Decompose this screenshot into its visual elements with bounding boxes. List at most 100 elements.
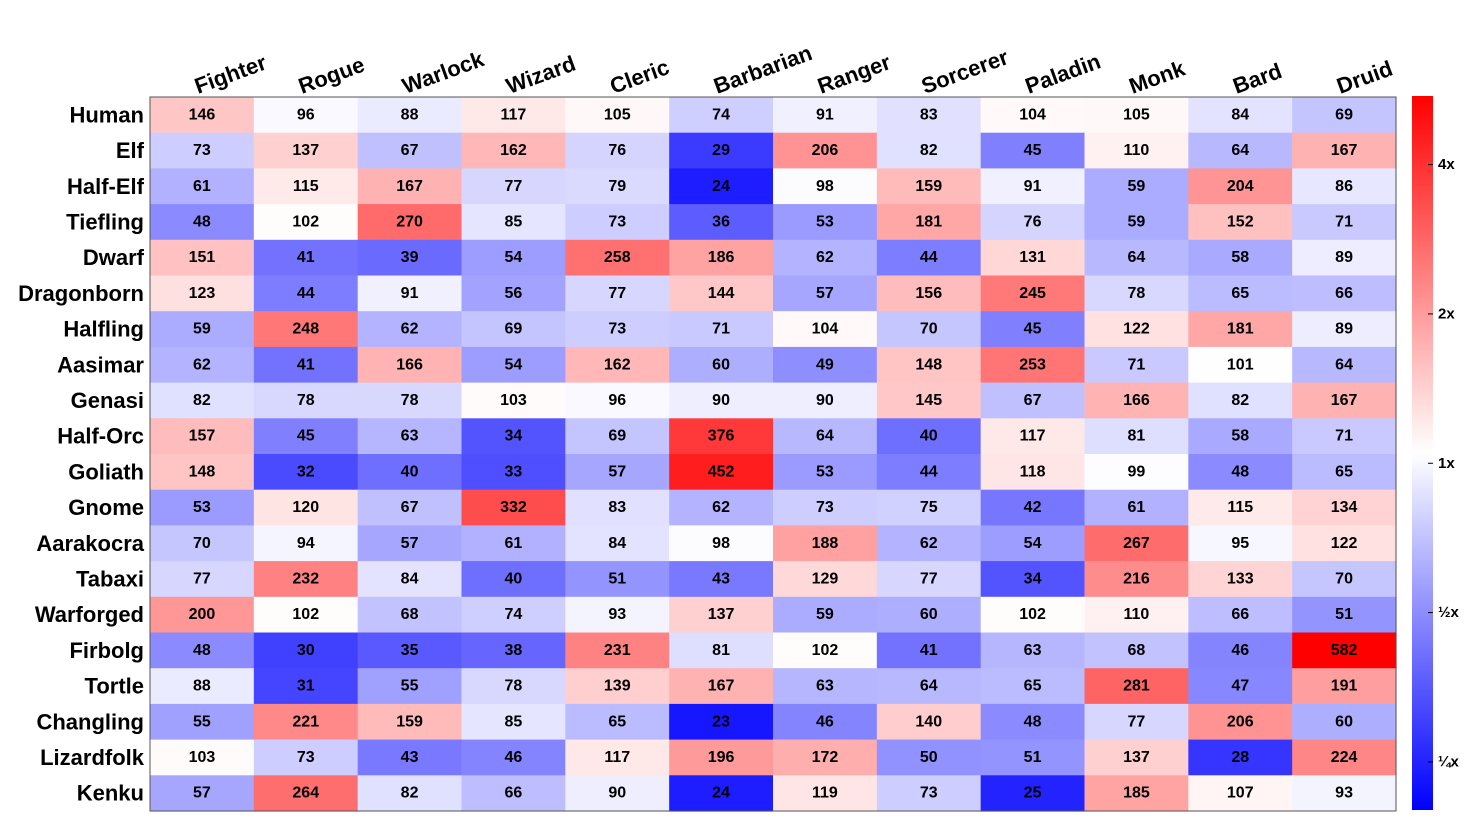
cell-value-label: 60 — [1335, 713, 1353, 730]
cell-value-label: 58 — [1231, 249, 1249, 266]
heatmap-cell — [1292, 668, 1397, 705]
heatmap-cell — [150, 239, 255, 277]
cell-value-label: 115 — [293, 178, 319, 195]
cell-value-label: 93 — [1335, 785, 1353, 802]
heatmap-cell — [669, 204, 774, 241]
cell-value-label: 133 — [1227, 570, 1254, 587]
heatmap-cell — [1292, 489, 1397, 526]
heatmap-cell — [1292, 275, 1397, 312]
heatmap-cell — [876, 632, 982, 669]
column-labels: Fighter Rogue Warlock Wizard Cleric Barbarian… — [191, 40, 1396, 99]
cell-value-label: 62 — [920, 535, 938, 552]
cell-value-label: 48 — [1024, 713, 1042, 730]
cell-value-label: 82 — [401, 785, 419, 802]
heatmap-cell — [357, 204, 463, 241]
heatmap-cell — [253, 739, 359, 776]
heatmap-cell — [1292, 382, 1397, 419]
cell-value-label: 166 — [396, 356, 423, 373]
cell-value-label: 91 — [1024, 178, 1042, 195]
heatmap-cell — [253, 132, 359, 169]
row-label: Aarakocra — [36, 531, 144, 556]
heatmap-cell — [565, 525, 670, 562]
cell-value-label: 68 — [1128, 642, 1146, 659]
heatmap-cell — [357, 382, 463, 419]
cell-value-label: 59 — [1128, 178, 1146, 195]
cell-value-label: 102 — [292, 213, 319, 230]
cell-value-label: 73 — [816, 499, 834, 516]
cell-value-label: 36 — [712, 213, 730, 230]
cell-value-label: 185 — [1123, 785, 1150, 802]
heatmap-cell — [669, 668, 774, 705]
row-label: Warforged — [35, 602, 144, 627]
heatmap-cell — [980, 97, 1086, 134]
cell-value-label: 88 — [401, 106, 419, 123]
cell-value-label: 216 — [1123, 570, 1150, 587]
cell-value-label: 122 — [1123, 321, 1150, 338]
cell-value-label: 70 — [1335, 570, 1353, 587]
heatmap-cell — [980, 239, 1086, 277]
cell-value-label: 62 — [816, 249, 834, 266]
heatmap-cell — [876, 97, 982, 134]
cell-value-label: 68 — [401, 606, 419, 623]
row-label: Half-Orc — [57, 424, 144, 449]
cell-value-label: 74 — [712, 106, 730, 123]
heatmap-cell — [876, 346, 982, 384]
cell-value-label: 55 — [401, 678, 419, 695]
cell-value-label: 60 — [712, 356, 730, 373]
cell-value-label: 258 — [604, 249, 631, 266]
heatmap-cell — [1292, 239, 1397, 277]
cell-value-label: 221 — [292, 713, 319, 730]
cell-value-label: 49 — [816, 356, 834, 373]
heatmap-cell — [253, 561, 359, 598]
heatmap-cell — [980, 418, 1086, 455]
heatmap-cell — [669, 418, 774, 455]
heatmap-cell — [1084, 454, 1189, 491]
cell-value-label: 157 — [189, 428, 216, 445]
heatmap-cell — [773, 204, 878, 241]
heatmap-cell — [565, 168, 670, 205]
cell-value-label: 117 — [604, 749, 630, 766]
cell-value-label: 140 — [915, 713, 942, 730]
row-label: Elf — [116, 138, 145, 163]
cell-value-label: 96 — [297, 106, 315, 123]
cell-value-label: 67 — [401, 499, 419, 516]
cell-value-label: 74 — [505, 606, 523, 623]
heatmap-cell — [773, 168, 878, 205]
heatmap-cell — [357, 454, 463, 491]
heatmap-cell — [1188, 382, 1293, 419]
cell-value-label: 29 — [712, 142, 730, 159]
heatmap-cell — [1292, 132, 1397, 169]
cell-value-label: 86 — [1335, 178, 1353, 195]
heatmap-cell — [253, 346, 359, 384]
cell-value-label: 46 — [1231, 642, 1249, 659]
cell-value-label: 99 — [1128, 463, 1146, 480]
colorbar-tick-label: ¼x — [1438, 753, 1460, 770]
cell-value-label: 376 — [708, 428, 735, 445]
cell-value-label: 88 — [193, 678, 211, 695]
heatmap-cell — [980, 382, 1086, 419]
cell-value-label: 107 — [1227, 785, 1254, 802]
heatmap-cell — [876, 204, 982, 241]
row-label: Halfling — [63, 317, 144, 342]
heatmap-cell — [980, 703, 1086, 741]
heatmap-cell — [565, 775, 670, 812]
heatmap-cell — [253, 703, 359, 741]
heatmap-cell — [253, 97, 359, 134]
heatmap-cell — [565, 346, 670, 384]
heatmap-cell — [669, 775, 774, 812]
heatmap-cell — [565, 632, 670, 669]
row-label: Aasimar — [57, 352, 144, 377]
cell-value-label: 82 — [920, 142, 938, 159]
heatmap-cell — [357, 739, 463, 776]
heatmap-cell — [1292, 204, 1397, 241]
cell-value-label: 66 — [1231, 606, 1249, 623]
heatmap-cell — [669, 311, 774, 348]
cell-value-label: 71 — [1128, 356, 1146, 373]
cell-value-label: 61 — [1128, 499, 1146, 516]
heatmap-cell — [253, 632, 359, 669]
cell-value-label: 159 — [915, 178, 942, 195]
cell-value-label: 24 — [712, 178, 730, 195]
heatmap-cell — [1292, 561, 1397, 598]
cell-value-label: 42 — [1024, 499, 1042, 516]
